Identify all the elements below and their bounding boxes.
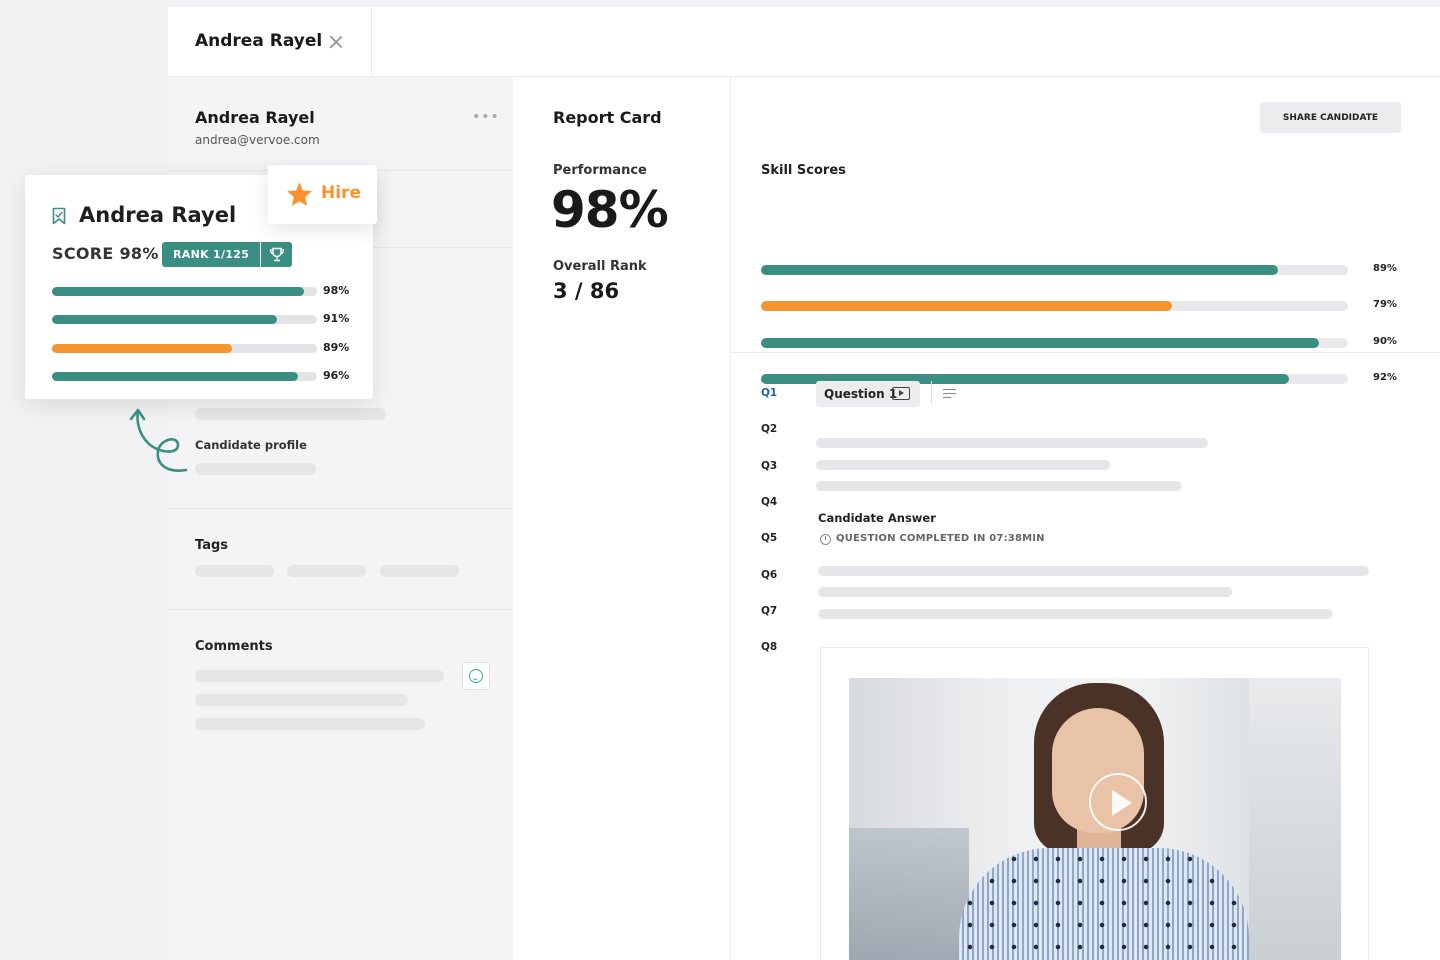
placeholder-line — [195, 408, 386, 420]
card-bar-track — [52, 315, 317, 325]
skill-scores-title: Skill Scores — [761, 163, 846, 178]
star-icon — [287, 182, 312, 206]
card-bar-fill — [52, 343, 233, 353]
candidate-name: Andrea Rayel — [195, 108, 315, 127]
divider — [731, 352, 1440, 353]
candidate-answer-label: Candidate Answer — [818, 511, 936, 525]
card-score: SCORE 98% — [52, 244, 159, 263]
skill-bar-track — [761, 373, 1348, 384]
card-bar-percent: 98% — [323, 284, 350, 297]
skill-bar-percent: 89% — [1373, 263, 1397, 274]
card-bar-fill — [52, 315, 278, 325]
comment-placeholder — [195, 718, 425, 730]
main-panel: SHARE CANDIDATE Skill Scores 89% 79% 90% 92… — [731, 77, 1440, 960]
skill-bar-fill — [761, 265, 1278, 275]
question-nav-item[interactable]: Q6 — [761, 568, 778, 581]
question-nav-item[interactable]: Q5 — [761, 532, 778, 545]
card-candidate-name: Andrea Rayel — [79, 203, 237, 227]
skill-bar-percent: 79% — [1373, 299, 1397, 311]
question-nav-item[interactable]: Q1 — [761, 387, 778, 399]
close-icon[interactable] — [328, 34, 344, 50]
card-bar-track — [52, 371, 317, 381]
tag-placeholder — [195, 565, 274, 577]
skill-bar-fill — [761, 337, 1319, 348]
video-background — [849, 828, 969, 960]
question-tab-label: Question 1 — [824, 387, 898, 401]
divider — [168, 609, 513, 610]
divider — [931, 381, 932, 405]
question-nav-item[interactable]: Q8 — [761, 641, 778, 654]
card-bar-percent: 91% — [323, 312, 350, 326]
skill-bar-percent: 92% — [1373, 371, 1397, 383]
comments-label: Comments — [195, 639, 273, 654]
candidate-profile-label[interactable]: Candidate profile — [195, 438, 307, 452]
tab-bar: Andrea Rayel — [168, 7, 1440, 77]
tag-placeholder — [380, 565, 459, 577]
tab-candidate[interactable]: Andrea Rayel — [168, 7, 372, 77]
skill-bar-fill — [761, 301, 1172, 312]
skill-bar-track — [761, 265, 1348, 275]
rank-label: RANK 1/125 — [162, 242, 261, 267]
comment-placeholder — [195, 694, 408, 706]
report-card: Report Card Performance 98% Overall Rank… — [513, 77, 731, 960]
card-bar-fill — [52, 287, 304, 296]
video-background — [1249, 678, 1341, 960]
card-bar-fill — [52, 371, 299, 381]
skill-bar-track — [761, 301, 1348, 312]
question-placeholder — [816, 481, 1182, 491]
completion-time: QUESTION COMPLETED IN 07:38MIN — [836, 533, 1045, 544]
candidate-score-card: Andrea Rayel SCORE 98% RANK 1/125 98% 91%… — [25, 175, 373, 399]
trophy-icon — [260, 242, 293, 267]
overall-rank-label: Overall Rank — [553, 259, 647, 274]
timer-icon — [820, 534, 831, 545]
card-bar-percent: 89% — [323, 340, 350, 354]
answer-placeholder — [818, 587, 1232, 597]
candidate-window: Andrea Rayel Andrea Rayel andrea@vervoe.… — [168, 7, 1440, 960]
candidate-email[interactable]: andrea@vervoe.com — [195, 133, 320, 147]
performance-value: 98% — [551, 181, 669, 239]
video-answer-frame — [820, 647, 1369, 960]
placeholder-line — [195, 463, 316, 475]
overall-rank-value: 3 / 86 — [553, 279, 620, 303]
rank-badge: RANK 1/125 — [162, 242, 293, 267]
divider — [168, 508, 513, 509]
hire-button[interactable]: Hire — [268, 165, 377, 224]
hire-label: Hire — [321, 183, 361, 203]
question-placeholder — [816, 438, 1208, 448]
question-tab[interactable]: Question 1 — [816, 381, 920, 407]
more-options-icon[interactable]: ••• — [472, 109, 500, 125]
tag-placeholder — [287, 565, 366, 577]
video-icon — [892, 387, 910, 400]
question-nav-item[interactable]: Q3 — [761, 459, 778, 472]
play-icon[interactable] — [1089, 773, 1147, 831]
question-nav-item[interactable]: Q2 — [761, 423, 778, 436]
comment-placeholder — [195, 670, 444, 682]
skill-bar-track — [761, 337, 1348, 348]
bookmark-icon[interactable] — [52, 207, 66, 225]
question-nav-item[interactable]: Q7 — [761, 604, 778, 617]
skill-bar-fill — [761, 373, 1290, 384]
video-person — [959, 848, 1249, 960]
smiley-icon[interactable] — [462, 662, 490, 690]
answer-placeholder — [818, 609, 1333, 619]
answer-placeholder — [818, 566, 1369, 576]
arrow-doodle-icon — [129, 408, 188, 472]
report-card-title: Report Card — [553, 108, 662, 127]
card-bar-track — [52, 287, 317, 296]
performance-label: Performance — [553, 163, 647, 178]
skill-bar-percent: 90% — [1373, 335, 1397, 347]
tags-label: Tags — [195, 538, 229, 553]
menu-lines-icon[interactable] — [943, 389, 956, 399]
card-bar-percent: 96% — [323, 368, 350, 382]
card-bar-track — [52, 343, 317, 353]
tab-title: Andrea Rayel — [195, 31, 323, 51]
question-placeholder — [816, 460, 1110, 470]
video-player[interactable] — [849, 678, 1341, 960]
question-nav-item[interactable]: Q4 — [761, 495, 778, 508]
share-candidate-button[interactable]: SHARE CANDIDATE — [1260, 102, 1401, 133]
